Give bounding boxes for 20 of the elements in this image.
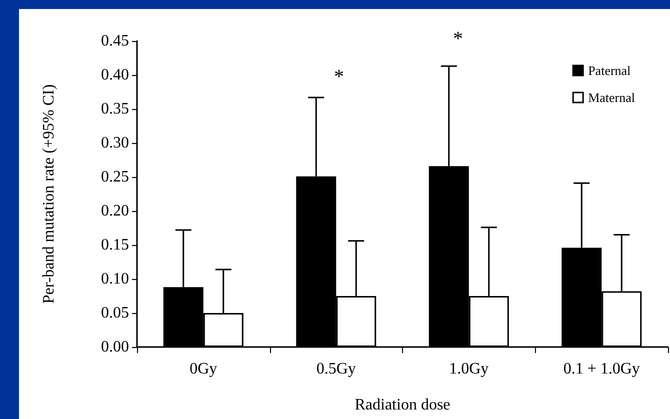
y-tick-label: 0.45 — [101, 32, 129, 50]
x-axis-title: Radiation dose — [354, 396, 450, 414]
y-tick-label: 0.10 — [101, 270, 129, 288]
y-axis-title: Per-band mutation rate (+95% CI) — [40, 84, 58, 304]
x-tick-label: 0Gy — [190, 360, 218, 378]
y-tick-label: 0.20 — [101, 202, 129, 220]
y-tick-label: 0.25 — [101, 168, 129, 186]
x-tick-label: 1.0Gy — [449, 360, 489, 378]
x-tick-label: 0.5Gy — [316, 360, 356, 378]
y-tick-label: 0.05 — [101, 304, 129, 322]
legend-label: Maternal — [588, 90, 636, 105]
y-tick-label: 0.00 — [101, 338, 129, 356]
annotation: * — [453, 28, 463, 50]
y-tick-label: 0.40 — [101, 66, 129, 84]
annotation: * — [334, 66, 344, 88]
y-tick-label: 0.35 — [101, 100, 129, 118]
y-tick-label: 0.30 — [101, 134, 129, 152]
legend-label: Paternal — [588, 63, 632, 78]
y-tick-label: 0.15 — [101, 236, 129, 254]
x-tick-label: 0.1 + 1.0Gy — [563, 360, 640, 378]
